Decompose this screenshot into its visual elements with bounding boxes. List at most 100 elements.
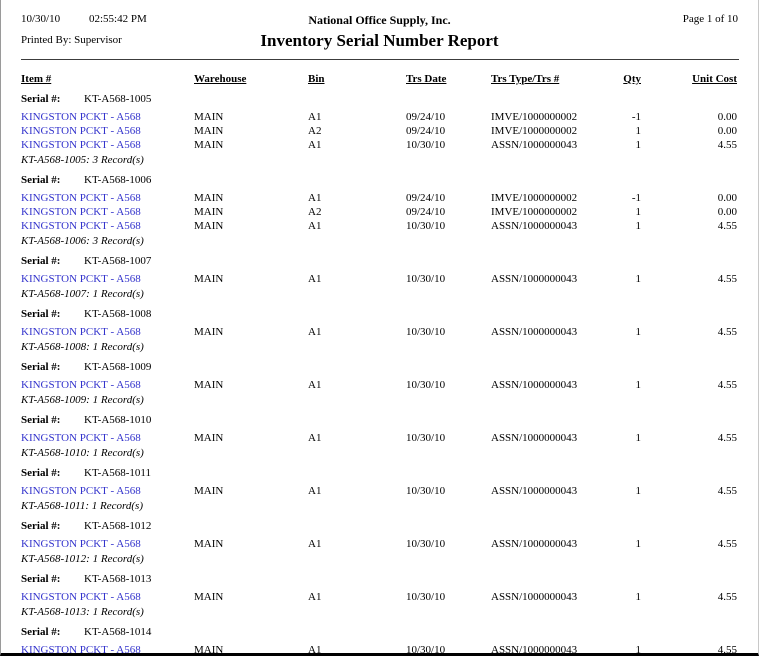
cell-qty: 1 [635, 273, 642, 285]
cell-trs-date: 10/30/10 [406, 538, 446, 550]
item-link[interactable]: KINGSTON PCKT - A568 [21, 220, 141, 232]
group-record-count: KT-A568-1008: 1 Record(s) [21, 341, 144, 353]
cell-trs-date: 10/30/10 [406, 379, 446, 391]
cell-warehouse: MAIN [194, 379, 224, 391]
group-record-count: KT-A568-1007: 1 Record(s) [21, 288, 144, 300]
cell-qty: 1 [635, 644, 642, 656]
serial-group: Serial #: KT-A568-1006 KINGSTON PCKT - A… [21, 173, 737, 248]
cell-warehouse: MAIN [194, 591, 224, 603]
group-record-count: KT-A568-1013: 1 Record(s) [21, 606, 144, 618]
serial-label: Serial #: [21, 361, 61, 373]
cell-warehouse: MAIN [194, 432, 224, 444]
cell-bin: A1 [308, 111, 322, 123]
serial-label: Serial #: [21, 573, 61, 585]
table-row: KINGSTON PCKT - A568 MAIN A1 10/30/10 AS… [21, 590, 737, 604]
cell-trs-type: ASSN/1000000043 [491, 485, 578, 497]
serial-group: Serial #: KT-A568-1005 KINGSTON PCKT - A… [21, 92, 737, 167]
cell-qty: -1 [631, 192, 641, 204]
cell-bin: A1 [308, 432, 322, 444]
serial-label: Serial #: [21, 174, 61, 186]
cell-unit-cost: 4.55 [717, 139, 737, 151]
cell-warehouse: MAIN [194, 192, 224, 204]
group-rows: KINGSTON PCKT - A568 MAIN A1 10/30/10 AS… [21, 272, 737, 286]
group-rows: KINGSTON PCKT - A568 MAIN A1 10/30/10 AS… [21, 325, 737, 339]
company-name: National Office Supply, Inc. [308, 13, 451, 27]
group-rows: KINGSTON PCKT - A568 MAIN A1 10/30/10 AS… [21, 643, 737, 656]
cell-trs-date: 09/24/10 [406, 125, 446, 137]
column-header-bin: Bin [308, 73, 325, 85]
serial-header: Serial #: KT-A568-1007 [21, 254, 737, 268]
serial-number: KT-A568-1006 [84, 174, 152, 186]
cell-warehouse: MAIN [194, 485, 224, 497]
serial-number: KT-A568-1012 [84, 520, 152, 532]
column-header-trs-date: Trs Date [406, 73, 447, 85]
item-link[interactable]: KINGSTON PCKT - A568 [21, 192, 141, 204]
item-link[interactable]: KINGSTON PCKT - A568 [21, 139, 141, 151]
cell-trs-type: ASSN/1000000043 [491, 379, 578, 391]
serial-number: KT-A568-1011 [84, 467, 152, 479]
serial-group: Serial #: KT-A568-1010 KINGSTON PCKT - A… [21, 413, 737, 460]
cell-trs-date: 10/30/10 [406, 644, 446, 656]
table-row: KINGSTON PCKT - A568 MAIN A1 10/30/10 AS… [21, 138, 737, 152]
cell-unit-cost: 4.55 [717, 432, 737, 444]
cell-unit-cost: 0.00 [717, 206, 737, 218]
table-row: KINGSTON PCKT - A568 MAIN A1 10/30/10 AS… [21, 219, 737, 233]
cell-unit-cost: 4.55 [717, 538, 737, 550]
cell-bin: A1 [308, 644, 322, 656]
serial-group: Serial #: KT-A568-1012 KINGSTON PCKT - A… [21, 519, 737, 566]
cell-qty: 1 [635, 591, 642, 603]
serial-group: Serial #: KT-A568-1007 KINGSTON PCKT - A… [21, 254, 737, 301]
cell-warehouse: MAIN [194, 326, 224, 338]
cell-unit-cost: 4.55 [717, 379, 737, 391]
serial-header: Serial #: KT-A568-1011 [21, 466, 737, 480]
item-link[interactable]: KINGSTON PCKT - A568 [21, 538, 141, 550]
item-link[interactable]: KINGSTON PCKT - A568 [21, 111, 141, 123]
column-header-warehouse: Warehouse [194, 73, 247, 85]
cell-bin: A1 [308, 192, 322, 204]
cell-bin: A1 [308, 326, 322, 338]
cell-trs-date: 10/30/10 [406, 432, 446, 444]
item-link[interactable]: KINGSTON PCKT - A568 [21, 432, 141, 444]
column-header-trs-type: Trs Type/Trs # [491, 73, 560, 85]
cell-qty: 1 [635, 220, 642, 232]
item-link[interactable]: KINGSTON PCKT - A568 [21, 591, 141, 603]
item-link[interactable]: KINGSTON PCKT - A568 [21, 379, 141, 391]
serial-header: Serial #: KT-A568-1014 [21, 625, 737, 639]
item-link[interactable]: KINGSTON PCKT - A568 [21, 326, 141, 338]
cell-unit-cost: 0.00 [717, 111, 737, 123]
table-row: KINGSTON PCKT - A568 MAIN A2 09/24/10 IM… [21, 124, 737, 138]
serial-label: Serial #: [21, 414, 61, 426]
cell-trs-type: ASSN/1000000043 [491, 591, 578, 603]
serial-number: KT-A568-1013 [84, 573, 152, 585]
table-row: KINGSTON PCKT - A568 MAIN A1 10/30/10 AS… [21, 325, 737, 339]
table-row: KINGSTON PCKT - A568 MAIN A1 09/24/10 IM… [21, 191, 737, 205]
cell-trs-type: ASSN/1000000043 [491, 273, 578, 285]
cell-bin: A2 [308, 125, 322, 137]
group-rows: KINGSTON PCKT - A568 MAIN A1 09/24/10 IM… [21, 110, 737, 152]
item-link[interactable]: KINGSTON PCKT - A568 [21, 125, 141, 137]
cell-trs-type: ASSN/1000000043 [491, 644, 578, 656]
cell-unit-cost: 0.00 [717, 192, 737, 204]
cell-warehouse: MAIN [194, 220, 224, 232]
table-row: KINGSTON PCKT - A568 MAIN A1 10/30/10 AS… [21, 272, 737, 286]
cell-unit-cost: 4.55 [717, 220, 737, 232]
cell-trs-type: IMVE/1000000002 [491, 125, 578, 137]
cell-unit-cost: 4.55 [717, 485, 737, 497]
item-link[interactable]: KINGSTON PCKT - A568 [21, 273, 141, 285]
group-rows: KINGSTON PCKT - A568 MAIN A1 10/30/10 AS… [21, 378, 737, 392]
cell-qty: 1 [635, 485, 642, 497]
cell-trs-type: IMVE/1000000002 [491, 206, 578, 218]
item-link[interactable]: KINGSTON PCKT - A568 [21, 206, 141, 218]
cell-trs-type: IMVE/1000000002 [491, 192, 578, 204]
table-row: KINGSTON PCKT - A568 MAIN A2 09/24/10 IM… [21, 205, 737, 219]
item-link[interactable]: KINGSTON PCKT - A568 [21, 644, 141, 656]
cell-unit-cost: 4.55 [717, 644, 737, 656]
cell-bin: A1 [308, 591, 322, 603]
report-body: Item # Warehouse Bin Trs Date Trs Type/T… [1, 60, 758, 656]
item-link[interactable]: KINGSTON PCKT - A568 [21, 485, 141, 497]
table-row: KINGSTON PCKT - A568 MAIN A1 10/30/10 AS… [21, 484, 737, 498]
cell-trs-type: ASSN/1000000043 [491, 139, 578, 151]
cell-unit-cost: 4.55 [717, 591, 737, 603]
serial-group: Serial #: KT-A568-1009 KINGSTON PCKT - A… [21, 360, 737, 407]
table-row: KINGSTON PCKT - A568 MAIN A1 10/30/10 AS… [21, 378, 737, 392]
